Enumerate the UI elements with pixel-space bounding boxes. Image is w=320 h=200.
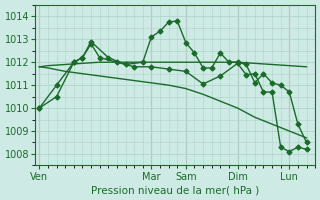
X-axis label: Pression niveau de la mer( hPa ): Pression niveau de la mer( hPa ) xyxy=(91,185,259,195)
